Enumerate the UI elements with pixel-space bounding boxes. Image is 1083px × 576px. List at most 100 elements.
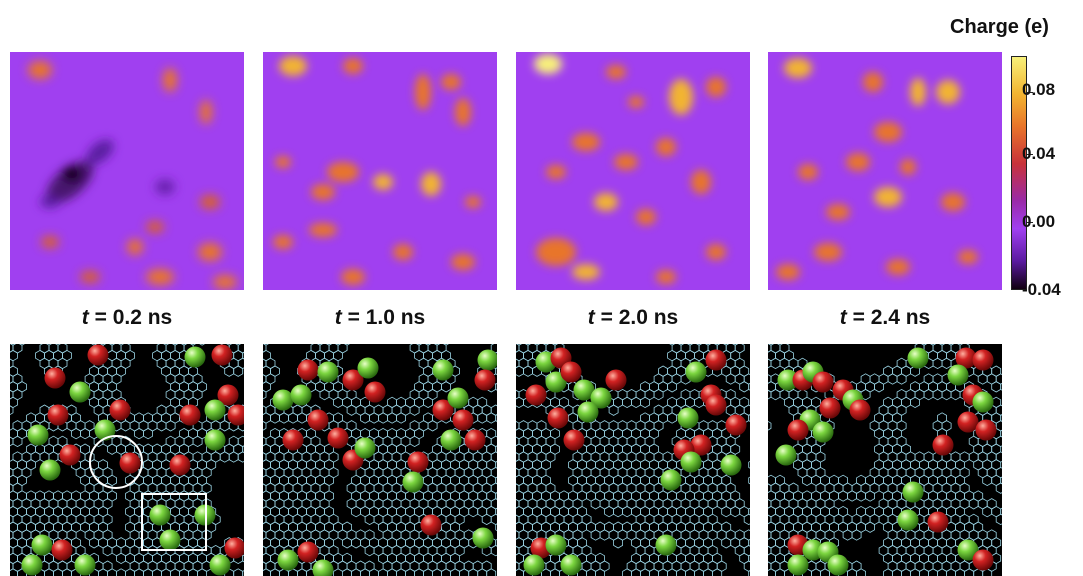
lattice-cell xyxy=(441,381,452,393)
lattice-cell xyxy=(490,451,497,463)
lattice-cell xyxy=(351,568,361,576)
lattice-cell xyxy=(883,568,893,576)
colorbar xyxy=(1011,56,1027,290)
anion-sphere xyxy=(31,534,53,556)
lattice-cell xyxy=(120,344,131,354)
lattice-cell xyxy=(586,568,596,576)
lattice-cell xyxy=(995,513,1002,526)
lattice-cell xyxy=(910,396,921,409)
cation-sphere xyxy=(307,409,329,431)
lattice-cell xyxy=(62,568,72,576)
lattice-cell xyxy=(748,507,750,516)
colorbar-tick xyxy=(1027,154,1033,155)
lattice-cell xyxy=(219,420,230,432)
cation-sphere xyxy=(211,344,233,366)
cation-sphere xyxy=(787,419,809,441)
electrode-lattice xyxy=(516,344,750,576)
lattice-cell xyxy=(977,373,988,385)
lattice-cell xyxy=(219,451,230,463)
cation-sphere xyxy=(432,399,454,421)
lattice-cell xyxy=(604,505,614,518)
cation-sphere xyxy=(560,361,582,383)
lattice-cell xyxy=(496,344,497,345)
anion-sphere xyxy=(69,381,91,403)
anion-sphere xyxy=(972,391,994,413)
lattice-cell xyxy=(734,344,745,354)
time-symbol: t xyxy=(839,306,847,329)
lattice-cell xyxy=(490,435,497,448)
anion-sphere xyxy=(184,346,206,368)
lattice-cell xyxy=(1000,507,1002,516)
lattice-cell xyxy=(468,568,479,576)
lattice-cell xyxy=(910,365,921,377)
lattice-cell xyxy=(242,351,244,360)
lattice-cell xyxy=(865,521,875,533)
lattice-cell xyxy=(409,404,420,416)
lattice-cell xyxy=(768,358,772,369)
time-symbol: t xyxy=(587,306,595,329)
cation-sphere xyxy=(169,454,191,476)
time-value: = 2.0 ns xyxy=(600,306,679,329)
lattice-cell xyxy=(928,568,939,576)
cation-sphere xyxy=(547,407,569,429)
anion-sphere xyxy=(523,554,545,576)
cation-sphere xyxy=(282,429,304,451)
lattice-cell xyxy=(233,365,244,377)
lattice-cell xyxy=(270,568,280,576)
lattice-cell xyxy=(192,435,203,448)
lattice-cell xyxy=(495,367,497,376)
anion-sphere xyxy=(94,419,116,441)
lattice-cell xyxy=(860,388,871,401)
anion-sphere xyxy=(957,539,979,561)
lattice-cell xyxy=(468,505,479,518)
cation-sphere xyxy=(179,404,201,426)
anion-sphere xyxy=(472,527,494,549)
lattice-cell xyxy=(263,421,267,431)
time-label-4: t = 2.4 ns xyxy=(768,306,1002,330)
lattice-cell xyxy=(779,344,790,354)
anion-sphere xyxy=(680,451,702,473)
lattice-cell xyxy=(319,388,330,401)
cation-sphere xyxy=(452,409,474,431)
lattice-cell xyxy=(165,344,176,354)
time-symbol: t xyxy=(81,306,89,329)
lattice-cell xyxy=(768,568,776,576)
lattice-cell xyxy=(516,568,524,576)
colorbar-title: Charge (e) xyxy=(950,16,1049,38)
lattice-cell xyxy=(297,412,307,424)
lattice-cell xyxy=(811,568,821,576)
lattice-cell xyxy=(955,568,966,576)
lattice-cell xyxy=(748,414,750,422)
lattice-cell xyxy=(748,570,750,576)
charge-map-4 xyxy=(768,52,1002,290)
lattice-cell xyxy=(436,344,447,354)
lattice-cell xyxy=(946,568,957,576)
anion-sphere xyxy=(204,399,226,421)
lattice-cell xyxy=(613,505,623,518)
time-label-1: t = 0.2 ns xyxy=(10,306,244,330)
lattice-cell xyxy=(427,420,438,432)
lattice-cell xyxy=(680,344,691,354)
lattice-cell xyxy=(224,365,235,377)
lattice-cell xyxy=(378,568,388,576)
anion-sphere xyxy=(827,554,849,576)
colorbar-label-0.08: 0.08 xyxy=(1022,80,1056,99)
lattice-cell xyxy=(179,568,190,576)
snapshot-2 xyxy=(263,344,497,576)
lattice-cell xyxy=(143,568,154,576)
lattice-cell xyxy=(743,404,750,416)
lattice-cell xyxy=(450,568,461,576)
lattice-cell xyxy=(116,552,126,565)
lattice-cell xyxy=(369,412,379,424)
lattice-cell xyxy=(950,388,961,401)
anion-sphere xyxy=(577,401,599,423)
anion-sphere xyxy=(440,429,462,451)
lattice-cell xyxy=(892,568,903,576)
time-label-2: t = 1.0 ns xyxy=(263,306,497,330)
lattice-cell xyxy=(768,421,772,431)
anion-sphere xyxy=(277,549,299,571)
lattice-cell xyxy=(39,344,50,354)
cation-sphere xyxy=(327,427,349,449)
lattice-cell xyxy=(874,381,884,393)
lattice-cell xyxy=(10,396,18,409)
